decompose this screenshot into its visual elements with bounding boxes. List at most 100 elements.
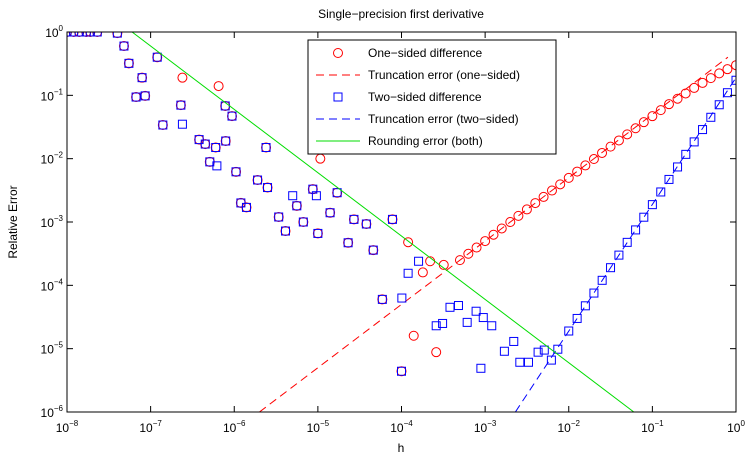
data-point [539,345,549,355]
data-point [313,228,323,238]
data-point [462,317,472,327]
data-point [288,191,298,201]
data-point [664,174,674,184]
data-point [261,143,271,153]
data-point [241,202,251,212]
legend-label: Truncation error (two−sided) [368,112,519,126]
data-point [538,191,549,202]
data-point [377,294,387,304]
data-point [572,166,583,177]
data-point [414,256,424,266]
data-point [152,52,162,62]
data-point [131,92,141,102]
data-point [92,32,102,37]
data-point [292,201,302,211]
data-point [521,204,532,215]
legend-marker [333,48,343,58]
data-point [588,154,599,165]
data-line [259,56,729,412]
data-point [496,223,507,234]
data-point [480,236,491,247]
data-point [476,363,486,373]
data-point [431,347,442,358]
data-point [622,129,633,140]
data-point [564,326,574,336]
legend-label: Two−sided difference [368,90,482,104]
data-point [515,357,525,367]
data-point [438,318,448,328]
data-line [514,77,736,412]
data-point [706,112,716,122]
data-point [176,100,186,110]
data-point [200,139,210,149]
data-point [349,214,359,224]
legend-box [307,39,557,155]
data-point [343,238,353,248]
data-point [722,64,733,75]
data-point [563,172,574,183]
data-point [681,149,691,159]
data-point [263,183,273,193]
data-point [177,119,187,129]
data-point [158,120,168,130]
data-point [639,212,649,222]
data-point [471,306,481,316]
data-point [221,136,231,146]
data-point [555,179,566,190]
data-point [630,123,641,134]
data-point [589,288,599,298]
data-point [253,175,263,185]
data-point [656,187,666,197]
data-point [673,162,683,172]
data-point [69,32,79,37]
data-point [553,344,563,354]
data-point [647,111,658,122]
data-point [274,212,284,222]
data-point [606,263,616,273]
data-point [572,313,582,323]
data-point [580,160,591,171]
data-point [672,93,683,104]
data-point [431,321,441,331]
plot-area [67,32,736,412]
data-point [332,188,342,198]
x-axis-label: h [398,441,405,455]
data-point [731,60,736,71]
data-point [403,268,413,278]
data-point [722,88,732,98]
data-line [131,32,635,412]
data-point [509,336,519,346]
data-point [471,242,482,253]
data-point [298,217,308,227]
data-point [689,82,700,93]
chart-title: Single−precision first derivative [318,7,484,21]
legend-marker [333,92,343,102]
data-point [597,147,608,158]
data-point [505,217,516,227]
data-point [124,58,134,68]
data-point [227,111,237,121]
data-point [714,68,725,79]
data-point [487,321,497,331]
data-point [74,32,84,37]
data-point [361,219,371,229]
data-point [280,226,290,236]
data-point [546,355,556,365]
legend-label: Rounding error (both) [368,134,483,148]
data-point [597,275,607,285]
data-point [647,200,657,210]
data-point [697,77,708,88]
data-point [454,255,465,266]
data-point [463,248,474,259]
legend-label: Truncation error (one−sided) [368,68,520,82]
data-point [513,210,524,221]
data-point [85,32,95,37]
data-point [488,229,499,240]
data-point [605,141,616,152]
data-point [523,357,533,367]
data-point [211,143,221,153]
data-point [213,81,224,92]
data-point [403,237,414,248]
data-point [499,346,509,356]
